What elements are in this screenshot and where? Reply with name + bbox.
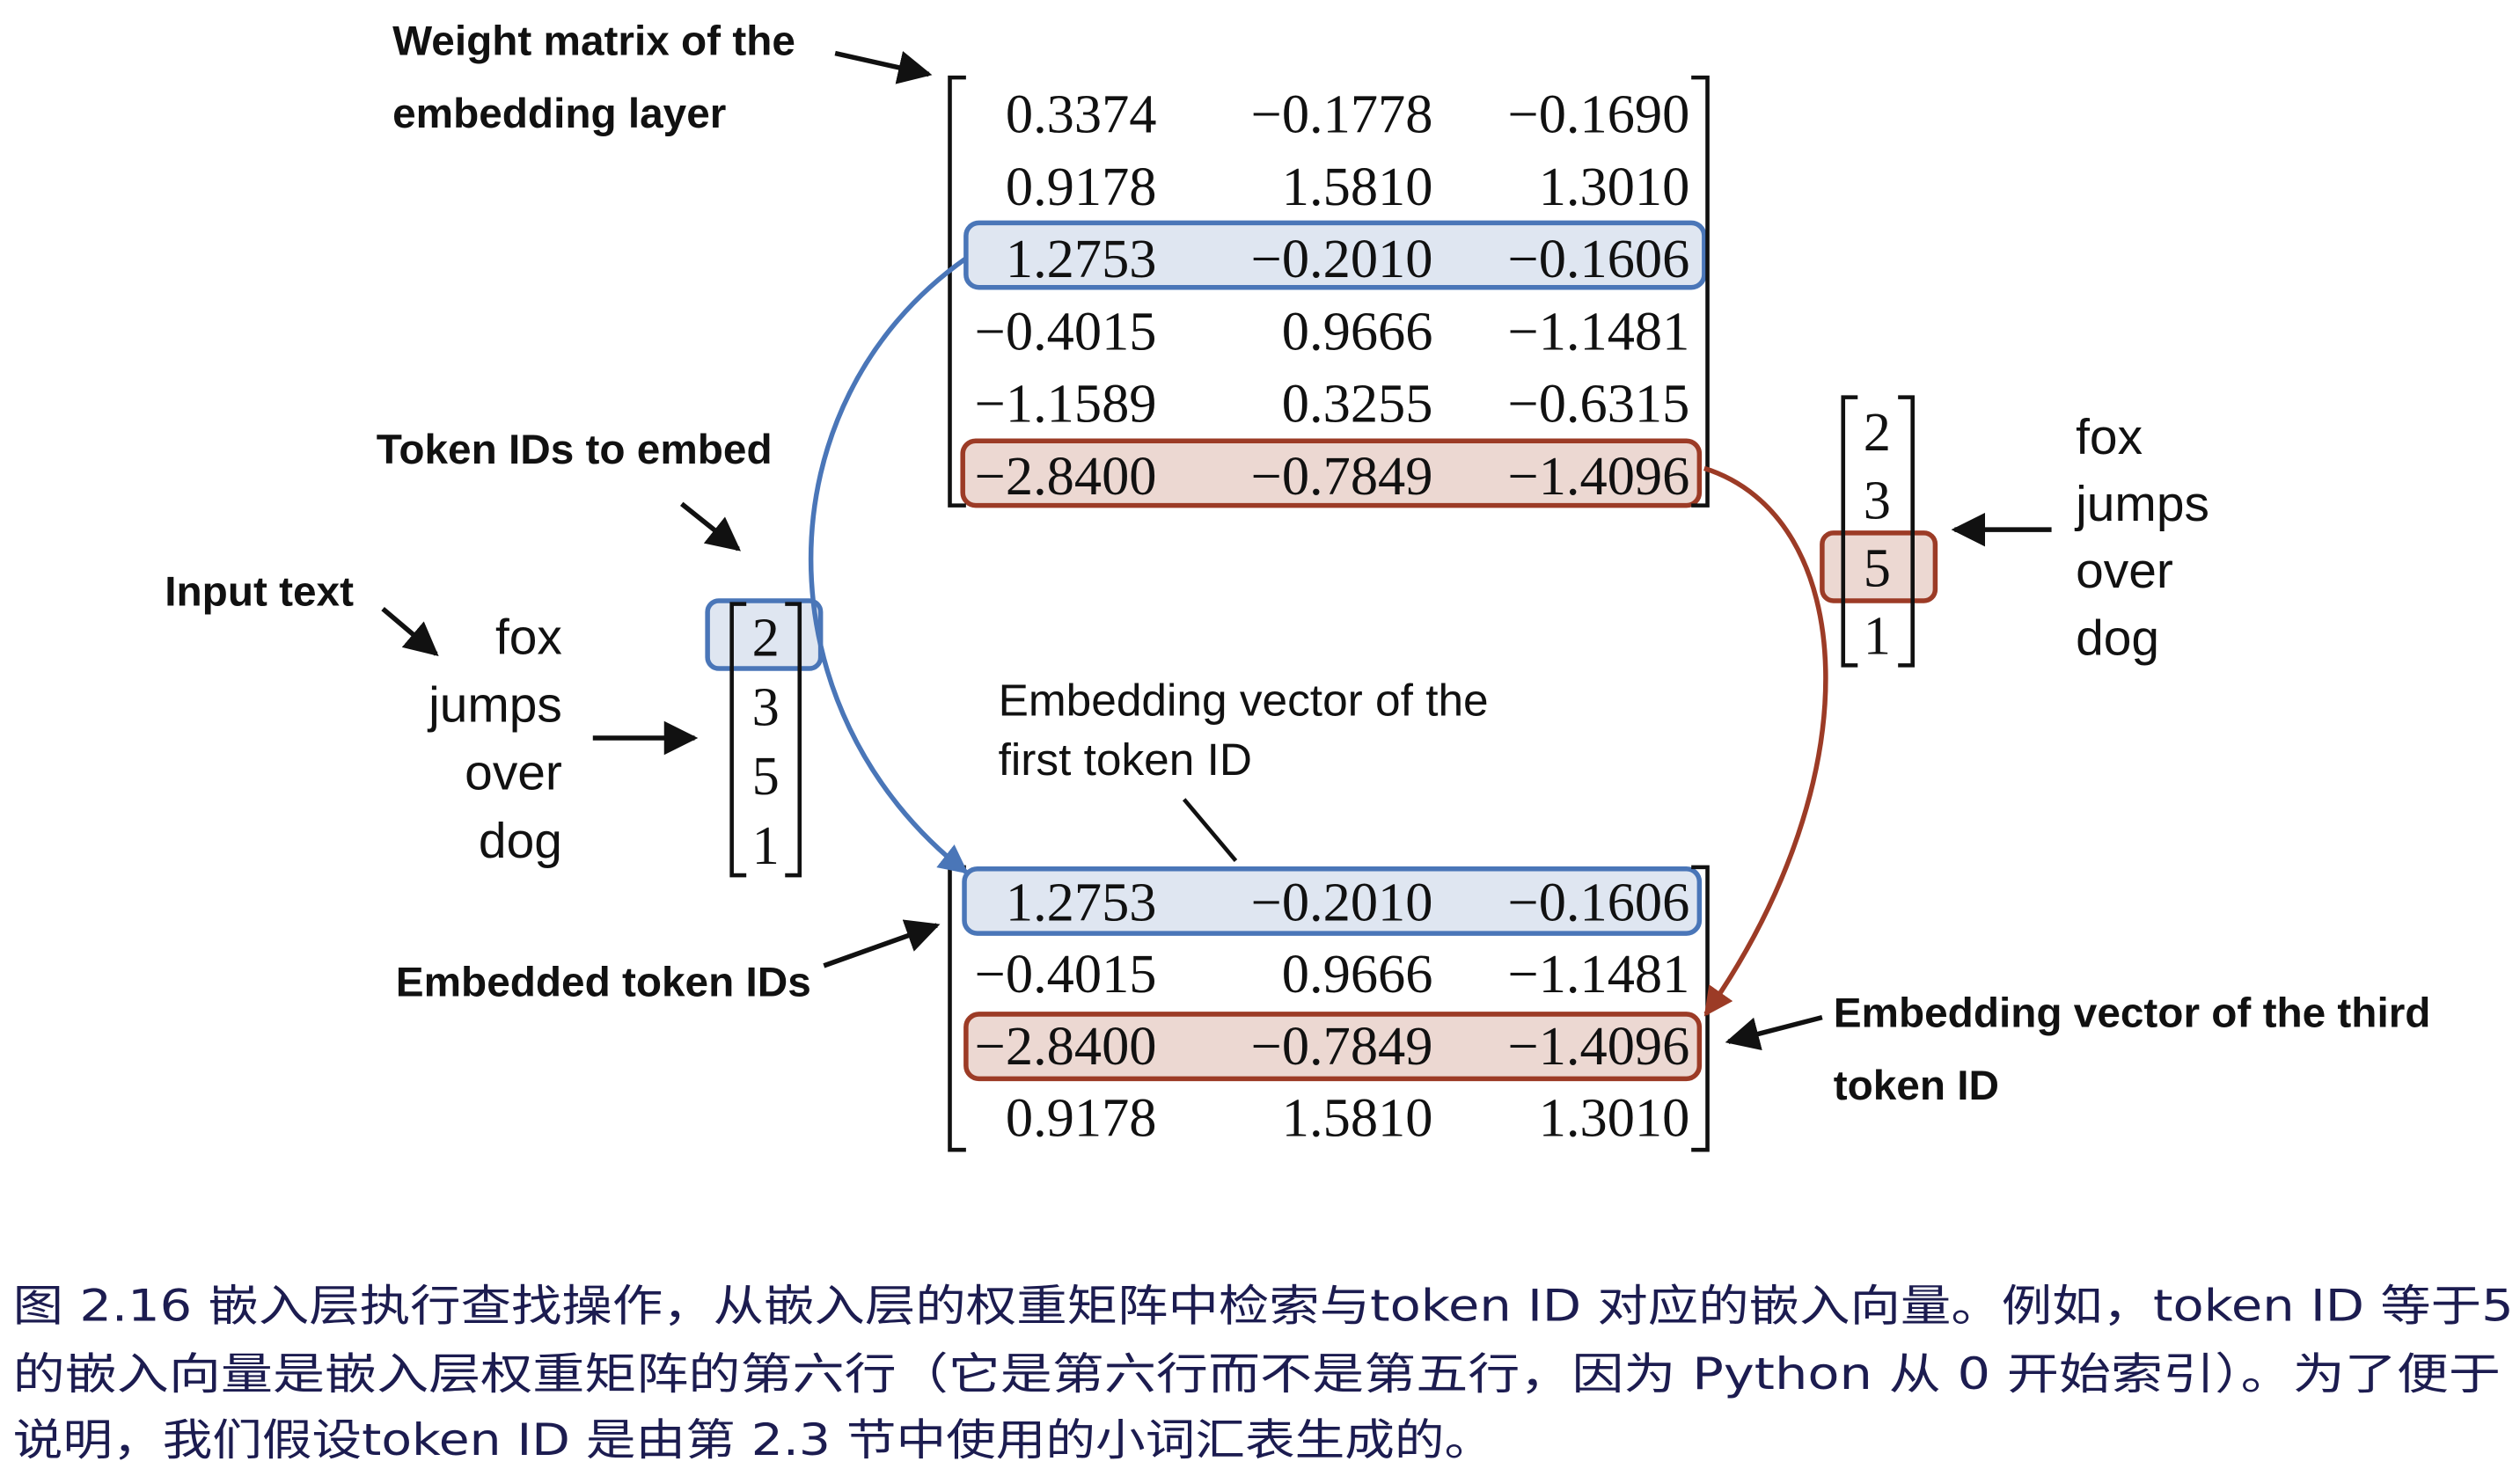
arrow	[381, 607, 439, 657]
input-word: fox	[495, 610, 562, 666]
input-word: jumps	[2074, 476, 2209, 532]
weight-matrix-cell: −0.1606	[1508, 228, 1690, 289]
weight-matrix-cell: −0.4015	[975, 300, 1157, 362]
token-ids-label: Token IDs to embed	[377, 427, 773, 473]
input-word: jumps	[427, 677, 562, 734]
weight-matrix-cell: −2.8400	[975, 445, 1157, 507]
embedded-matrix-cell: −1.4096	[1508, 1015, 1690, 1077]
weight-matrix-cell: 0.9178	[1006, 156, 1157, 217]
input-text-label: Input text	[165, 568, 354, 615]
token-id: 5	[1864, 537, 1891, 598]
token-id: 2	[752, 606, 780, 668]
embedded-matrix-cell: −0.1606	[1508, 871, 1690, 932]
input-word: dog	[2076, 610, 2159, 666]
figure-caption-line: 的嵌入向量是嵌入层权重矩阵的第六行（它是第六行而不是第五行，因为 Python …	[13, 1348, 2501, 1399]
arrow	[823, 919, 941, 968]
embedded-row-1-highlight	[962, 866, 1703, 936]
embedded-matrix-cell: −0.7849	[1251, 1015, 1433, 1077]
weight-matrix-cell: −1.1481	[1508, 300, 1690, 362]
vector-bracket	[1841, 395, 1915, 668]
embedded-matrix-cell: 1.3010	[1539, 1087, 1690, 1149]
token-id: 3	[752, 676, 780, 737]
embedded-matrix-cell: −0.2010	[1251, 871, 1433, 932]
embedded-token-ids-label: Embedded token IDs	[396, 960, 811, 1006]
input-word: over	[465, 745, 562, 801]
weight-row-6-highlight	[960, 438, 1703, 508]
token-id-5-highlight	[1820, 530, 1938, 603]
token-id: 3	[1864, 469, 1891, 530]
token-id: 1	[752, 815, 780, 876]
embedded-row-3-highlight	[963, 1012, 1703, 1082]
token-id: 5	[752, 745, 780, 807]
weight-matrix-label: embedding layer	[392, 91, 726, 137]
embedded-matrix-cell: −1.1481	[1508, 943, 1690, 1005]
token-id: 2	[1864, 401, 1891, 463]
weight-matrix-cell: −1.4096	[1508, 445, 1690, 507]
pointer-line	[1182, 798, 1238, 863]
weight-matrix-cell: 0.9666	[1282, 300, 1433, 362]
weight-matrix-cell: −0.6315	[1508, 373, 1690, 435]
vector-bracket	[729, 602, 802, 878]
matrix-bracket	[948, 75, 1710, 508]
weight-matrix-cell: 0.3374	[1006, 84, 1157, 145]
embedded-matrix-cell: 1.2753	[1006, 871, 1157, 932]
weight-matrix-cell: −0.1778	[1251, 84, 1433, 145]
figure-caption-line: 图 2.16 嵌入层执行查找操作，从嵌入层的权重矩阵中检索与token ID 对…	[13, 1281, 2514, 1332]
third-embedding-label: Embedding vector of the third	[1834, 990, 2431, 1037]
embedded-matrix-cell: 0.9178	[1006, 1087, 1157, 1149]
lookup-arrow-red	[1703, 465, 1828, 1017]
arrow	[834, 50, 933, 84]
weight-matrix-cell: 1.3010	[1539, 156, 1690, 217]
weight-matrix-cell: −1.1589	[975, 373, 1157, 435]
input-word: fox	[2076, 409, 2143, 465]
weight-matrix-cell: −0.1690	[1508, 84, 1690, 145]
weight-matrix-cell: 1.5810	[1282, 156, 1433, 217]
weight-matrix-cell: −0.7849	[1251, 445, 1433, 507]
token-id: 1	[1864, 605, 1891, 667]
input-word: dog	[479, 813, 562, 869]
embedded-matrix-cell: 1.5810	[1282, 1087, 1433, 1149]
embedded-matrix-cell: −0.4015	[975, 943, 1157, 1005]
input-word: over	[2076, 543, 2173, 599]
weight-matrix-cell: 0.3255	[1282, 373, 1433, 435]
first-embedding-label: first token ID	[999, 734, 1252, 785]
embedded-matrix-cell: 0.9666	[1282, 943, 1433, 1005]
arrow	[680, 501, 742, 552]
first-embedding-label: Embedding vector of the	[999, 674, 1489, 725]
weight-matrix-cell: −0.2010	[1251, 228, 1433, 289]
weight-row-3-highlight	[963, 220, 1707, 290]
figure-caption-line: 说明，我们假设token ID 是由第 2.3 节中使用的小词汇表生成的。	[13, 1414, 1495, 1465]
weight-matrix-cell: 1.2753	[1006, 228, 1157, 289]
arrow	[1725, 1014, 1823, 1051]
lookup-arrow-blue	[809, 256, 969, 874]
weight-matrix-label: Weight matrix of the	[392, 18, 795, 64]
embedded-matrix-cell: −2.8400	[975, 1015, 1157, 1077]
third-embedding-label: token ID	[1834, 1063, 1999, 1109]
